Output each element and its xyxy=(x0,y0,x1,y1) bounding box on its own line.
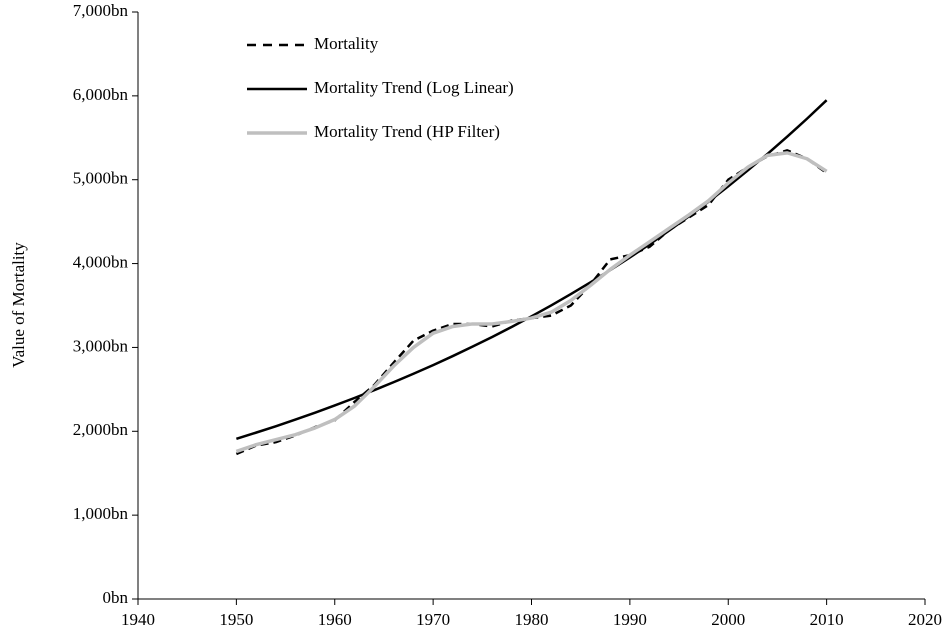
x-tick-label: 2010 xyxy=(810,610,844,629)
y-tick-label: 1,000bn xyxy=(73,504,129,523)
x-tick-label: 2020 xyxy=(908,610,942,629)
x-tick-label: 1980 xyxy=(515,610,549,629)
y-tick-label: 0bn xyxy=(103,588,129,607)
y-tick-label: 5,000bn xyxy=(73,169,129,188)
legend-label: Mortality Trend (Log Linear) xyxy=(314,78,514,97)
x-tick-label: 1950 xyxy=(219,610,253,629)
legend-label: Mortality xyxy=(314,34,379,53)
series-line xyxy=(235,151,828,454)
x-tick-label: 2000 xyxy=(711,610,745,629)
x-tick-label: 1970 xyxy=(416,610,450,629)
y-axis-label: Value of Mortality xyxy=(9,242,28,368)
x-tick-label: 1960 xyxy=(318,610,352,629)
series-line xyxy=(235,99,828,441)
x-tick-label: 1990 xyxy=(613,610,647,629)
y-tick-label: 4,000bn xyxy=(73,252,129,271)
legend-label: Mortality Trend (HP Filter) xyxy=(314,122,500,141)
x-tick-label: 1940 xyxy=(121,610,155,629)
y-tick-label: 2,000bn xyxy=(73,420,129,439)
y-tick-label: 3,000bn xyxy=(73,336,129,355)
y-tick-label: 6,000bn xyxy=(73,85,129,104)
y-tick-label: 7,000bn xyxy=(73,1,129,20)
